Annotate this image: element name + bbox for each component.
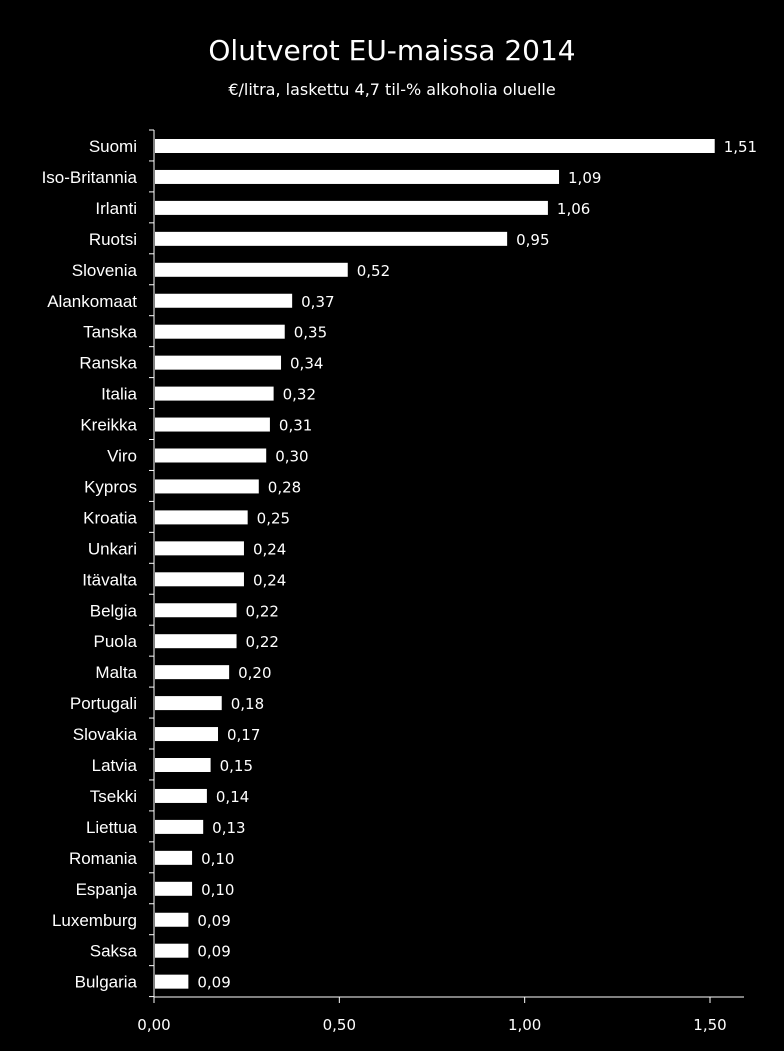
bar [155, 355, 282, 370]
bar [155, 139, 715, 153]
bar [155, 324, 285, 339]
category-label: Kypros [84, 477, 137, 496]
bar [155, 727, 219, 742]
category-label: Viro [107, 447, 137, 466]
category-label: Puola [94, 632, 138, 651]
bar [155, 262, 348, 277]
bar [155, 881, 193, 896]
value-label: 0,09 [197, 974, 230, 992]
value-label: 0,15 [220, 757, 253, 775]
bar [155, 200, 548, 215]
value-label: 0,10 [201, 850, 234, 868]
value-label: 0,10 [201, 881, 234, 899]
category-label: Italia [101, 385, 137, 404]
category-label: Luxemburg [52, 911, 137, 930]
bar [155, 541, 244, 556]
value-label: 0,25 [257, 509, 290, 527]
category-label: Slovenia [72, 261, 138, 280]
category-label: Kroatia [83, 508, 137, 527]
category-label: Belgia [90, 601, 138, 620]
bar [155, 758, 211, 772]
value-label: 0,14 [216, 788, 249, 806]
category-label: Portugali [70, 694, 137, 713]
category-label: Alankomaat [47, 292, 137, 311]
chart-subtitle: €/litra, laskettu 4,7 til-% alkoholia ol… [228, 80, 556, 99]
value-label: 0,22 [246, 633, 279, 651]
category-label: Iso-Britannia [42, 168, 138, 187]
value-label: 0,09 [197, 943, 230, 961]
bar [155, 231, 508, 246]
value-label: 0,95 [516, 231, 549, 249]
x-tick-label: 0,00 [137, 1016, 170, 1034]
x-tick-label: 1,00 [508, 1016, 541, 1034]
bar [155, 850, 193, 865]
bar [155, 665, 230, 680]
x-tick-label: 0,50 [323, 1016, 356, 1034]
value-label: 0,52 [357, 262, 390, 280]
bar [155, 479, 259, 494]
value-label: 0,13 [212, 819, 245, 837]
value-label: 0,30 [275, 448, 308, 466]
bar [155, 510, 248, 525]
value-label: 1,09 [568, 169, 601, 187]
x-tick-label: 1,50 [693, 1016, 726, 1034]
category-label: Latvia [92, 756, 138, 775]
value-label: 0,35 [294, 324, 327, 342]
value-label: 0,37 [301, 293, 334, 311]
bar [155, 293, 293, 308]
category-label: Malta [95, 663, 137, 682]
value-label: 1,06 [557, 200, 590, 218]
category-label: Slovakia [73, 725, 138, 744]
category-label: Tsekki [90, 787, 137, 806]
bar [155, 448, 267, 463]
category-label: Unkari [88, 539, 137, 558]
category-label: Irlanti [95, 199, 137, 218]
bar [155, 943, 189, 958]
value-label: 0,24 [253, 540, 286, 558]
bar [155, 819, 204, 834]
value-label: 0,22 [246, 602, 279, 620]
bar [155, 634, 237, 649]
category-label: Liettua [86, 818, 138, 837]
value-label: 1,51 [724, 138, 757, 156]
value-label: 0,20 [238, 664, 271, 682]
category-label: Suomi [89, 137, 137, 156]
bar [155, 696, 222, 711]
bar [155, 169, 560, 184]
value-label: 0,31 [279, 417, 312, 435]
category-label: Romania [69, 849, 138, 868]
bar [155, 572, 244, 587]
category-label: Saksa [90, 942, 138, 961]
bar [155, 788, 207, 803]
category-label: Ruotsi [89, 230, 137, 249]
category-label: Kreikka [80, 416, 137, 435]
chart-title: Olutverot EU-maissa 2014 [208, 34, 576, 67]
value-label: 0,32 [283, 386, 316, 404]
category-label: Bulgaria [75, 973, 138, 992]
value-label: 0,18 [231, 695, 264, 713]
category-label: Ranska [79, 354, 137, 373]
bar [155, 912, 189, 927]
bar [155, 974, 189, 989]
category-label: Espanja [76, 880, 138, 899]
category-label: Tanska [83, 323, 137, 342]
category-label: Itävalta [82, 570, 137, 589]
bar [155, 386, 274, 401]
bar [155, 417, 270, 432]
value-label: 0,28 [268, 478, 301, 496]
value-label: 0,09 [197, 912, 230, 930]
value-label: 0,34 [290, 355, 323, 373]
value-label: 0,24 [253, 571, 286, 589]
value-label: 0,17 [227, 726, 260, 744]
bar [155, 603, 237, 618]
